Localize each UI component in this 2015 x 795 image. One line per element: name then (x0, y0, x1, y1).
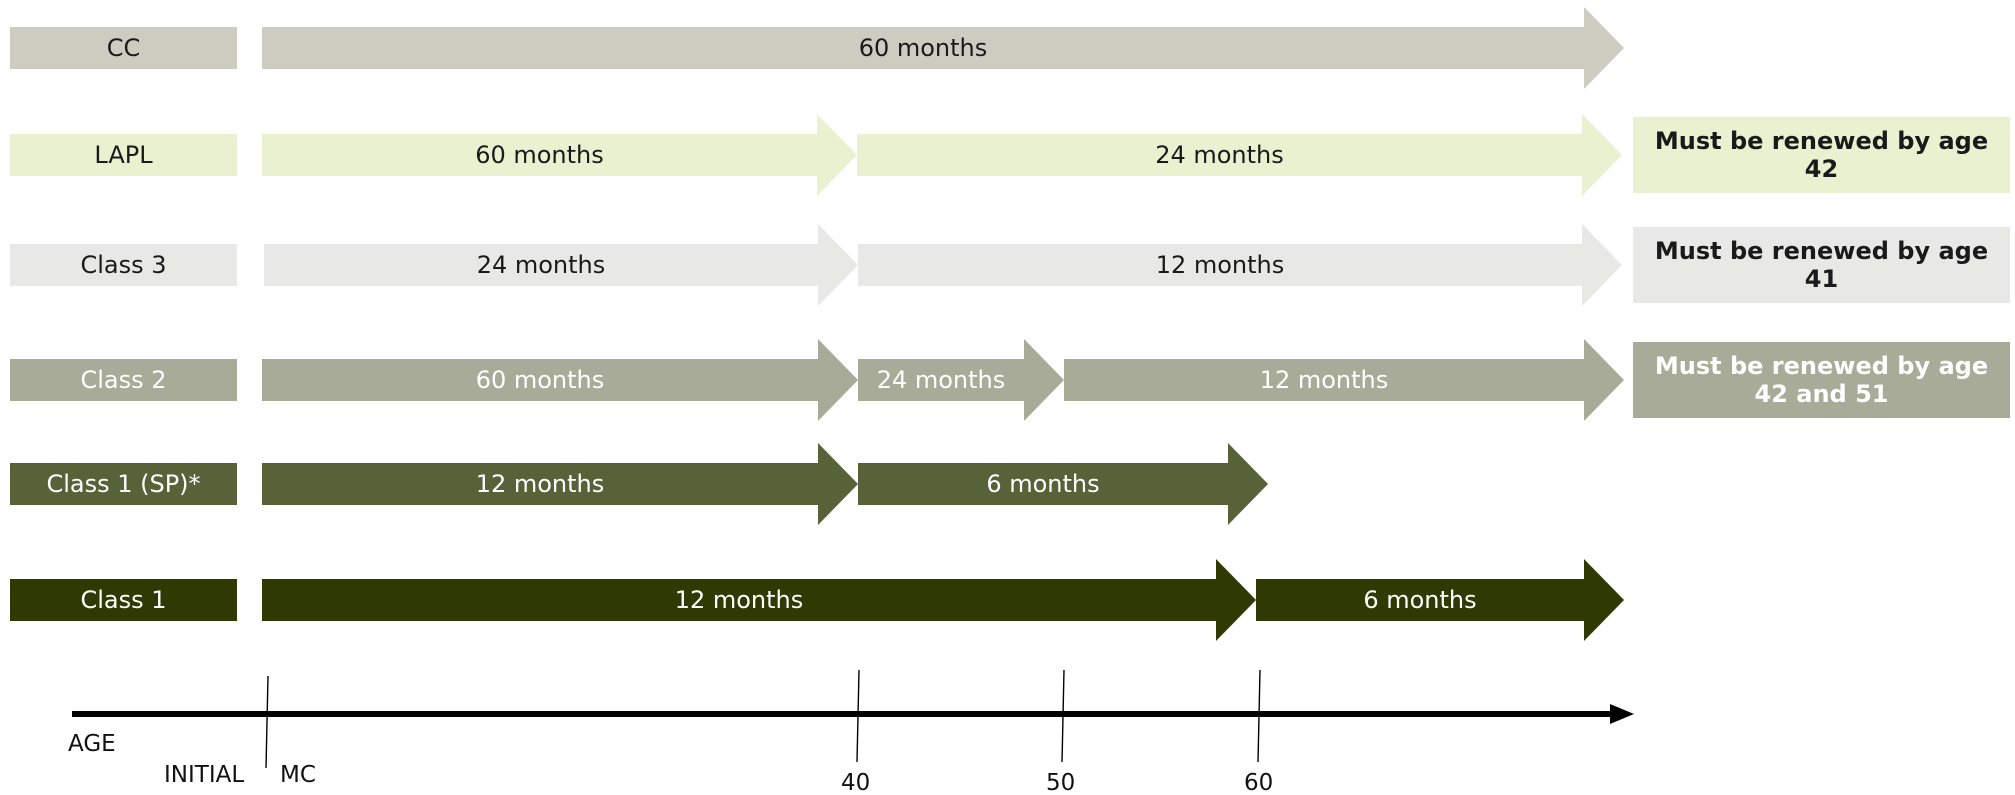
renewal-note-line2: 42 (1805, 155, 1838, 183)
duration-arrow (262, 114, 857, 196)
renewal-note-line1: Must be renewed by age (1655, 352, 1988, 380)
tick-40 (856, 669, 860, 763)
row-label-box (8, 25, 239, 71)
duration-label: 12 months (675, 586, 804, 614)
row-label: CC (107, 34, 141, 62)
renewal-note-box (1633, 227, 2010, 303)
renewal-note-box (1633, 342, 2010, 418)
row-class1: Class 1 12 months 6 months (8, 559, 1624, 641)
tick-60 (1257, 669, 1261, 763)
row-label: Class 1 (80, 586, 166, 614)
row-label: Class 3 (80, 251, 166, 279)
duration-arrow (262, 339, 858, 421)
duration-arrow (858, 443, 1268, 525)
duration-label: 6 months (986, 470, 1099, 498)
rows-layer: CC 60 months LAPL 60 months 24 months Must be… (8, 7, 2010, 641)
duration-arrow (857, 114, 1622, 196)
duration-label: 60 months (475, 141, 604, 169)
renewal-note-line2: 41 (1805, 265, 1838, 293)
row-cc: CC 60 months (8, 7, 1624, 89)
duration-arrow (1064, 339, 1624, 421)
duration-arrow (858, 224, 1622, 306)
axis-arrowhead (1610, 704, 1634, 724)
duration-label: 24 months (877, 366, 1006, 394)
duration-label: 60 months (476, 366, 605, 394)
row-class3: Class 3 24 months 12 months Must be renewed… (8, 224, 2010, 306)
tick-50 (1061, 669, 1065, 763)
renewal-note-line2: 42 and 51 (1755, 380, 1889, 408)
row-label-box (8, 577, 239, 623)
duration-label: 60 months (859, 34, 988, 62)
renewal-note-line1: Must be renewed by age (1655, 127, 1988, 155)
row-label-box (8, 357, 239, 403)
row-label: LAPL (94, 141, 153, 169)
mc-label: MC (280, 762, 316, 788)
duration-arrow (262, 443, 858, 525)
row-label-box (8, 132, 239, 178)
tick-label-50: 50 (1046, 770, 1075, 795)
duration-label: 24 months (477, 251, 606, 279)
duration-arrow (1256, 559, 1624, 641)
duration-arrow (264, 224, 858, 306)
renewal-note-line1: Must be renewed by age (1655, 237, 1988, 265)
tick-label-40: 40 (841, 770, 870, 795)
tick-initial (265, 675, 269, 769)
row-lapl: LAPL 60 months 24 months Must be renewed by… (8, 114, 2010, 196)
tick-label-60: 60 (1244, 770, 1273, 795)
axis-label: AGE (68, 731, 116, 757)
age-axis: AGE INITIAL MC 40 50 60 (68, 669, 1634, 795)
duration-label: 6 months (1363, 586, 1476, 614)
duration-label: 12 months (476, 470, 605, 498)
duration-arrow (262, 7, 1624, 89)
initial-label: INITIAL (164, 762, 244, 788)
duration-label: 12 months (1156, 251, 1285, 279)
row-label-box (8, 461, 239, 507)
duration-arrow (858, 339, 1064, 421)
duration-label: 12 months (1260, 366, 1389, 394)
row-label: Class 2 (80, 366, 166, 394)
row-class1sp: Class 1 (SP)* 12 months 6 months (8, 443, 1268, 525)
duration-arrow (262, 559, 1256, 641)
row-label-box (8, 242, 239, 288)
row-class2: Class 2 60 months 24 months 12 months Must b… (8, 339, 2010, 421)
row-label: Class 1 (SP)* (46, 470, 200, 498)
renewal-note-box (1633, 117, 2010, 193)
duration-label: 24 months (1155, 141, 1284, 169)
